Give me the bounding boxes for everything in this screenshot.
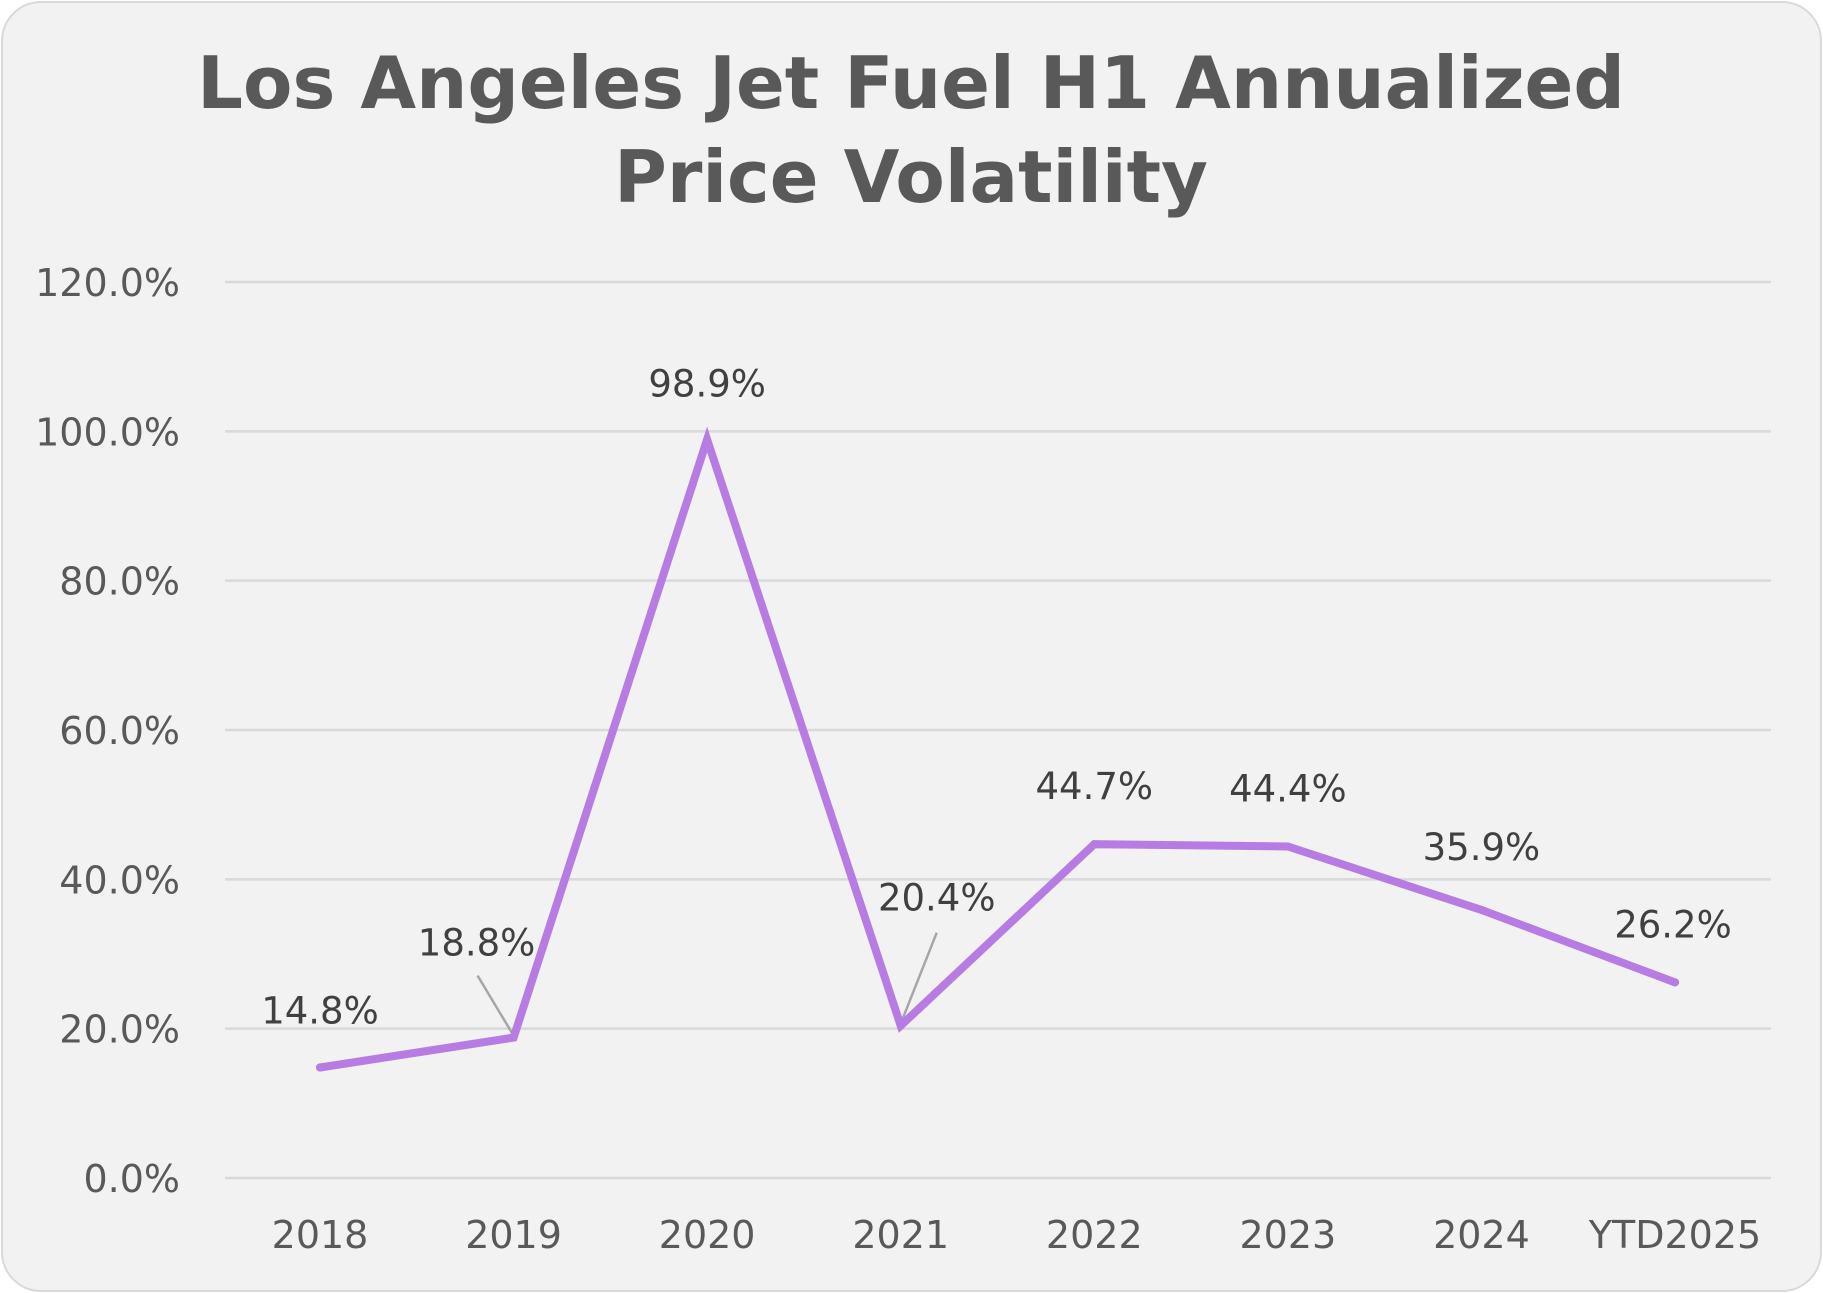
x-axis: 2018 2019 2020 2021 2022 2023 2024 YTD2025 bbox=[272, 1213, 1762, 1257]
series-volatility bbox=[316, 426, 1679, 1072]
x-tick-label: 2023 bbox=[1239, 1213, 1336, 1257]
leader-line bbox=[476, 974, 515, 1037]
data-point bbox=[896, 1021, 905, 1030]
data-label: 44.7% bbox=[1036, 765, 1154, 808]
x-tick-label: 2022 bbox=[1046, 1213, 1143, 1257]
chart-title-line-2: Price Volatility bbox=[614, 135, 1208, 219]
data-point bbox=[1090, 840, 1099, 849]
data-point bbox=[1671, 978, 1679, 987]
y-tick-label: 80.0% bbox=[59, 560, 180, 604]
chart-title-line-1: Los Angeles Jet Fuel H1 Annualized bbox=[197, 41, 1625, 125]
y-tick-label: 20.0% bbox=[59, 1008, 180, 1052]
data-label-leader-lines bbox=[476, 932, 938, 1037]
x-tick-label: 2020 bbox=[659, 1213, 756, 1257]
data-label: 35.9% bbox=[1423, 826, 1541, 869]
y-tick-label: 40.0% bbox=[59, 858, 180, 902]
data-point bbox=[1283, 842, 1292, 851]
data-point bbox=[1477, 905, 1486, 914]
data-label: 14.8% bbox=[261, 989, 379, 1032]
data-label: 44.4% bbox=[1229, 767, 1347, 810]
x-tick-label: 2024 bbox=[1433, 1213, 1530, 1257]
gridlines bbox=[225, 280, 1771, 1180]
y-tick-label: 100.0% bbox=[35, 410, 180, 454]
data-label: 98.9% bbox=[648, 363, 766, 406]
chart-title: Los Angeles Jet Fuel H1 Annualized Price… bbox=[197, 41, 1625, 219]
data-labels: 14.8% 18.8% 98.9% 20.4% 44.7% 44.4% 35.9% 26.2% bbox=[261, 363, 1732, 1033]
x-tick-label: 2018 bbox=[272, 1213, 369, 1257]
y-tick-label: 120.0% bbox=[35, 261, 180, 305]
leader-line bbox=[899, 932, 938, 1025]
y-tick-label: 0.0% bbox=[83, 1157, 180, 1201]
series-line bbox=[316, 426, 1679, 1072]
x-tick-label: YTD2025 bbox=[1588, 1213, 1761, 1257]
data-label: 18.8% bbox=[418, 922, 536, 965]
data-label: 26.2% bbox=[1614, 903, 1732, 946]
x-tick-label: 2019 bbox=[465, 1213, 562, 1257]
data-point bbox=[509, 1033, 518, 1042]
x-tick-label: 2021 bbox=[852, 1213, 949, 1257]
data-label: 20.4% bbox=[878, 877, 996, 920]
y-axis: 0.0% 20.0% 40.0% 60.0% 80.0% 100.0% 120.0% bbox=[35, 261, 180, 1201]
data-point bbox=[703, 435, 712, 444]
data-point bbox=[316, 1063, 324, 1072]
y-tick-label: 60.0% bbox=[59, 709, 180, 753]
